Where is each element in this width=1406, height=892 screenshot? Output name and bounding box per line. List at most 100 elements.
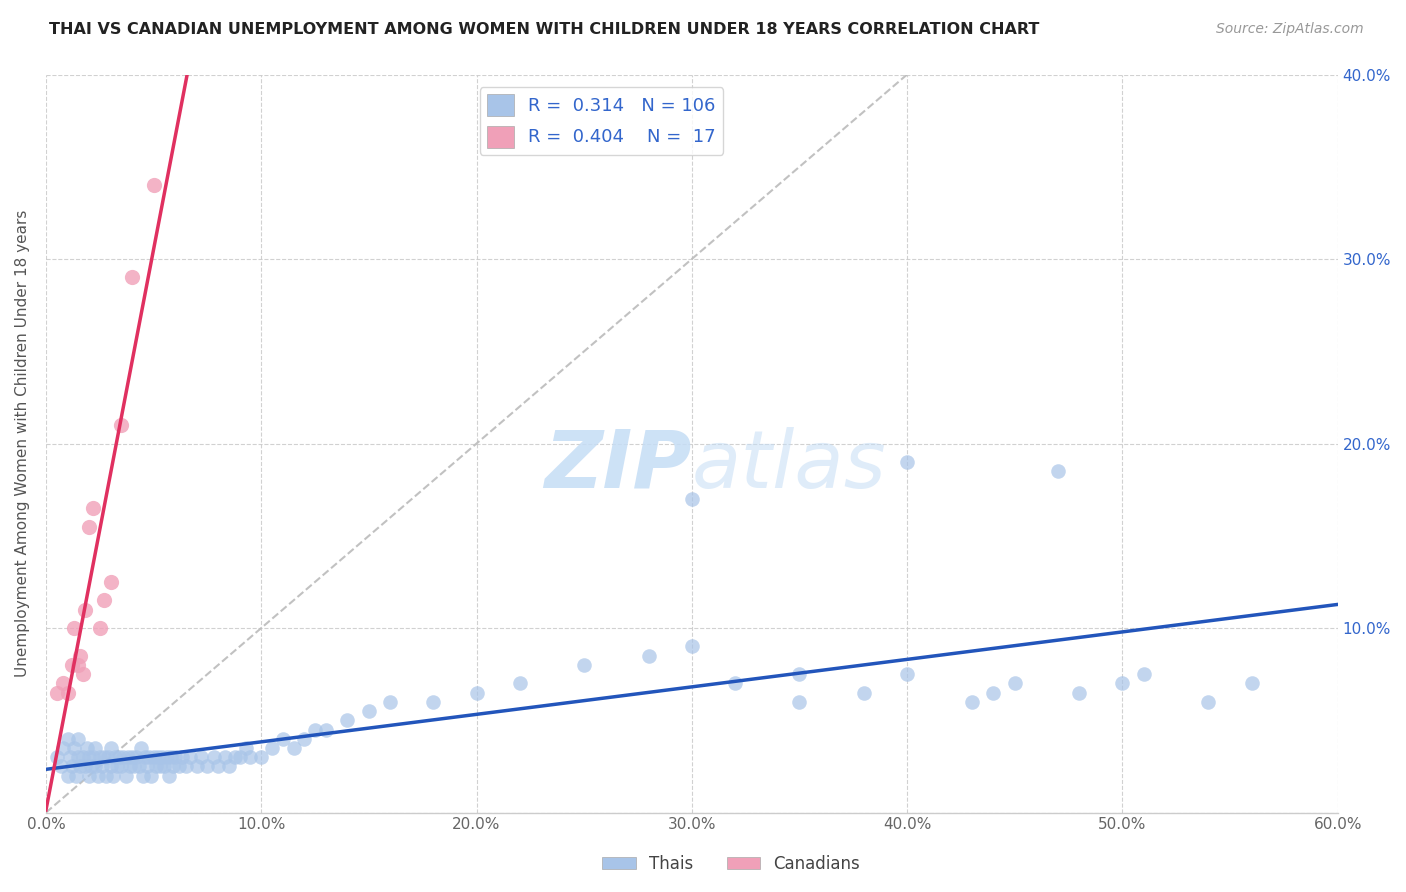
Point (100, 574, 122, 589)
Point (165, 750, 187, 764)
Point (56, 769, 79, 783)
Point (174, 759, 197, 773)
Point (128, 759, 150, 773)
Point (1069, 685, 1091, 699)
Point (681, 491, 703, 506)
Point (121, 750, 143, 764)
Point (100, 759, 122, 773)
Point (896, 667, 918, 681)
Point (853, 685, 876, 699)
Point (122, 759, 145, 773)
Point (422, 695, 444, 709)
Point (45, 750, 67, 764)
Point (45, 685, 67, 699)
Point (162, 759, 184, 773)
Point (60, 657, 83, 672)
Point (56, 685, 79, 699)
Point (69, 759, 91, 773)
Point (202, 750, 225, 764)
Point (97, 750, 120, 764)
Point (160, 750, 183, 764)
Legend: Thais, Canadians: Thais, Canadians (596, 848, 866, 880)
Point (118, 759, 141, 773)
Point (271, 731, 294, 746)
Point (228, 750, 250, 764)
Point (89, 750, 111, 764)
Point (141, 769, 163, 783)
Point (108, 750, 131, 764)
Point (82, 501, 104, 516)
Point (59, 750, 82, 764)
Point (89, 621, 111, 635)
Point (105, 759, 128, 773)
Point (77, 519, 100, 533)
Point (1240, 676, 1263, 690)
Point (72, 667, 94, 681)
Point (260, 741, 283, 756)
Point (84, 759, 107, 773)
Point (315, 723, 337, 737)
Point (157, 769, 180, 783)
Point (789, 695, 811, 709)
Point (129, 741, 152, 756)
Point (224, 750, 246, 764)
Point (86, 769, 108, 783)
Point (73, 759, 96, 773)
Point (1133, 667, 1156, 681)
Point (84, 741, 107, 756)
Point (145, 759, 167, 773)
Point (110, 418, 132, 433)
Point (1111, 676, 1133, 690)
Point (77, 750, 100, 764)
Point (179, 750, 201, 764)
Legend: R =  0.314   N = 106, R =  0.404    N =  17: R = 0.314 N = 106, R = 0.404 N = 17 (479, 87, 723, 155)
Point (1046, 464, 1069, 478)
Point (82, 750, 104, 764)
Point (304, 723, 326, 737)
Point (73, 602, 96, 616)
Text: ZIP: ZIP (544, 426, 692, 505)
Point (218, 759, 240, 773)
Point (960, 695, 983, 709)
Point (80, 759, 103, 773)
Point (63, 741, 86, 756)
Point (186, 759, 208, 773)
Point (138, 750, 160, 764)
Point (1198, 695, 1220, 709)
Point (91, 759, 114, 773)
Point (896, 455, 918, 469)
Point (724, 676, 747, 690)
Point (214, 750, 236, 764)
Point (52, 741, 75, 756)
Point (465, 685, 488, 699)
Point (981, 685, 1004, 699)
Point (509, 676, 531, 690)
Point (52, 676, 75, 690)
Point (69, 648, 91, 663)
Point (67, 731, 90, 746)
Point (67, 750, 90, 764)
Point (150, 750, 173, 764)
Point (96, 769, 118, 783)
Point (77, 769, 100, 783)
Point (197, 759, 219, 773)
Point (112, 750, 135, 764)
Point (190, 750, 212, 764)
Point (789, 667, 811, 681)
Point (155, 750, 177, 764)
Point (146, 750, 169, 764)
Point (357, 704, 380, 718)
Point (681, 640, 703, 654)
Point (125, 750, 148, 764)
Point (93, 750, 115, 764)
Point (235, 741, 257, 756)
Point (60, 759, 83, 773)
Point (93, 593, 115, 607)
Point (132, 769, 155, 783)
Point (134, 750, 156, 764)
Point (142, 178, 165, 193)
Point (65, 769, 87, 783)
Point (104, 750, 127, 764)
Point (380, 695, 402, 709)
Point (207, 759, 229, 773)
